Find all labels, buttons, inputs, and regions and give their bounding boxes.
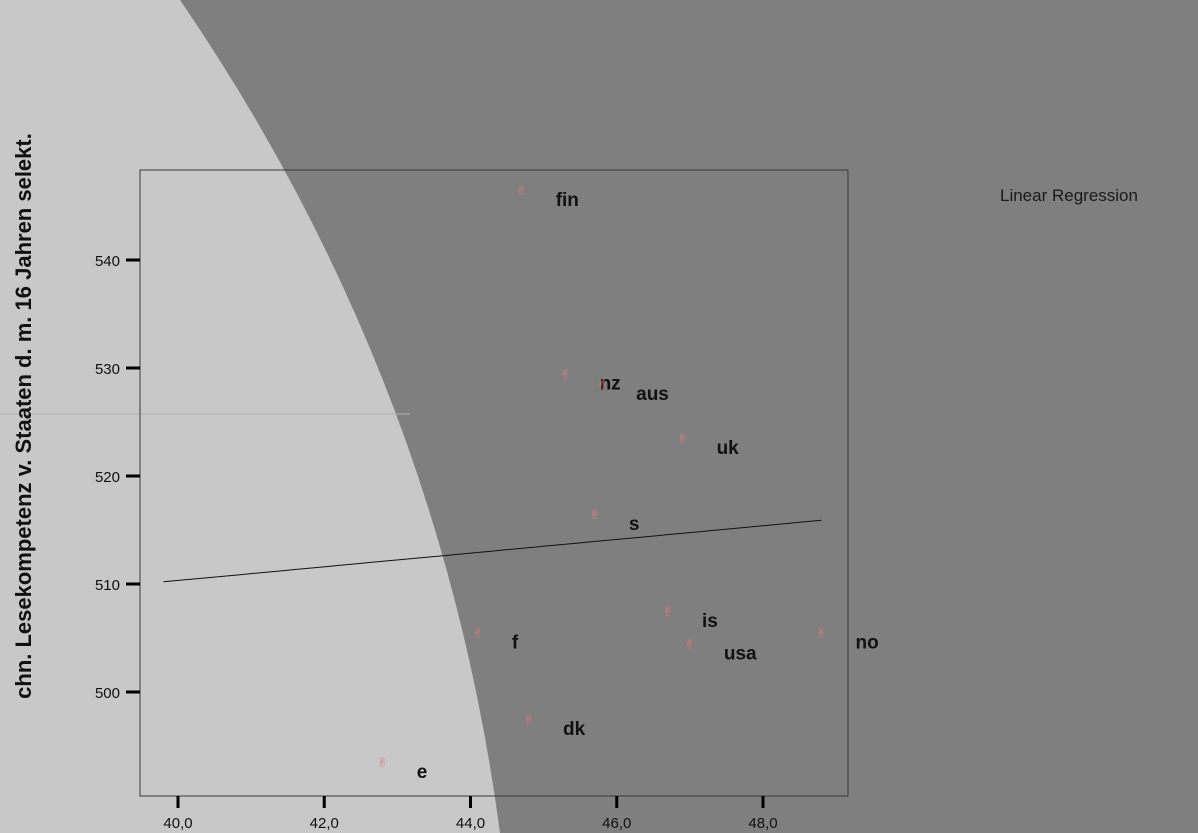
- data-point-usa: ✌: [684, 637, 695, 652]
- x-tick-label: 42,0: [310, 815, 339, 832]
- data-point-e: ✌: [377, 756, 388, 771]
- data-point-f: ✌: [472, 627, 483, 642]
- legend-linear-regression: Linear Regression: [1000, 186, 1138, 205]
- data-label-uk: uk: [717, 438, 740, 459]
- y-tick-label: 540: [95, 253, 120, 270]
- data-point-no: ✌: [816, 627, 827, 642]
- data-label-s: s: [629, 514, 640, 535]
- y-tick-label: 530: [95, 361, 120, 378]
- data-label-e: e: [417, 762, 428, 783]
- data-point-s: ✌: [589, 508, 600, 523]
- regression-line: [163, 519, 822, 583]
- x-tick-label: 40,0: [163, 815, 192, 832]
- data-point-is: ✌: [662, 605, 673, 620]
- data-point-dk: ✌: [524, 713, 535, 728]
- data-label-aus: aus: [636, 384, 669, 405]
- y-tick-label: 510: [95, 577, 120, 594]
- y-axis-label: chn. Lesekompetenz v. Staaten d. m. 16 J…: [11, 133, 36, 699]
- data-label-f: f: [512, 633, 519, 654]
- data-label-no: no: [856, 633, 879, 654]
- data-label-is: is: [702, 611, 718, 632]
- data-label-fin: fin: [556, 190, 579, 211]
- y-tick-label: 500: [95, 685, 120, 702]
- y-tick-label: 520: [95, 469, 120, 486]
- x-tick-label: 44,0: [456, 815, 485, 832]
- data-point-nz: ✌: [560, 367, 571, 382]
- x-tick-label: 48,0: [748, 815, 777, 832]
- plot-frame: [139, 169, 849, 797]
- data-point-aus: ✌: [597, 378, 608, 393]
- data-label-usa: usa: [724, 643, 757, 664]
- data-label-dk: dk: [563, 719, 586, 740]
- data-point-uk: ✌: [677, 432, 688, 447]
- data-label-nz: nz: [600, 373, 621, 394]
- data-point-fin: ✌: [516, 184, 527, 199]
- x-tick-label: 46,0: [602, 815, 631, 832]
